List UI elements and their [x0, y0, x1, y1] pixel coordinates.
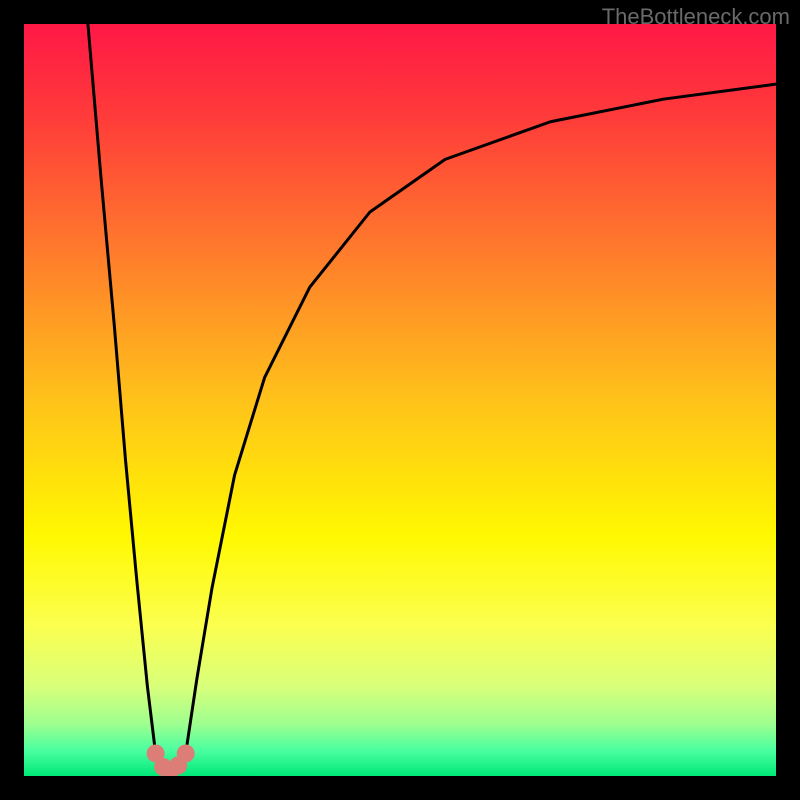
- watermark-text: TheBottleneck.com: [602, 4, 790, 30]
- bottleneck-chart: TheBottleneck.com: [0, 0, 800, 800]
- chart-svg: [0, 0, 800, 800]
